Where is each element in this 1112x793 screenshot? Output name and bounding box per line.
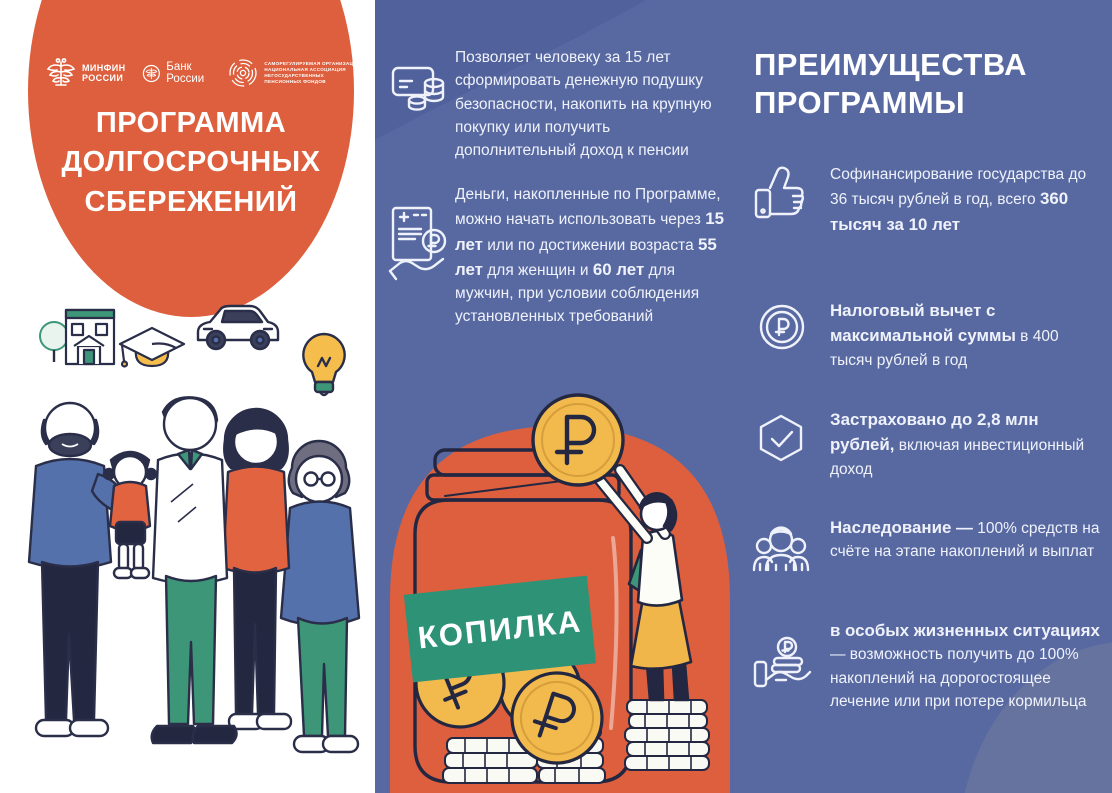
piggy-bank-scene: КОПИЛКА [390, 393, 730, 793]
thumb-up-icon [754, 166, 804, 219]
graduation-cap-icon [118, 326, 186, 368]
bank-russia-emblem-icon [142, 64, 160, 82]
benefit-item-5: в особых жизненных ситуациях — возможнос… [830, 621, 1100, 710]
about-block-1: Позволяет человеку за 15 лет сформироват… [455, 49, 712, 159]
grandfather-figure [27, 401, 129, 738]
logo-row: МИНФИН РОССИИ Банк России [46, 50, 360, 96]
minfin-logo: МИНФИН РОССИИ [46, 57, 126, 89]
insurance-check-icon [759, 414, 803, 462]
benefit-item-1: Софинансирование государства до 36 тысяч… [830, 166, 1087, 234]
program-title: ПРОГРАММА ДОЛГОСРОЧНЫХ СБЕРЕЖЕНИЙ [61, 107, 321, 218]
card-and-coins-icon [391, 66, 445, 111]
benefit-item-4: Наследование — 100% средств на счёте на … [830, 518, 1100, 561]
napf-logo: САМОРЕГУЛИРУЕМАЯ ОРГАНИЗАЦИЯ НАЦИОНАЛЬНА… [228, 58, 360, 88]
hand-savings-icon [753, 636, 812, 688]
napf-rings-icon [229, 59, 258, 87]
goals-row [34, 288, 354, 408]
mother-figure [221, 407, 293, 731]
family-illustration [27, 396, 361, 754]
house-icon [39, 308, 116, 366]
benefit-item-2: Налоговый вычет с максимальной суммы в 4… [830, 301, 1059, 369]
minfin-logo-label: МИНФИН РОССИИ [82, 62, 126, 83]
benefit-item-3: Застраховано до 2,8 млн рублей, включая … [830, 410, 1085, 478]
father-figure [150, 396, 238, 745]
gold-coin-front [510, 671, 604, 765]
lifted-ruble-coin [531, 393, 625, 487]
woman-figure [592, 464, 693, 702]
benefits-heading: ПРЕИМУЩЕСТВА ПРОГРАММЫ [754, 47, 1028, 121]
lightbulb-icon [302, 332, 346, 397]
bank-russia-logo-label: Банк России [166, 61, 205, 85]
child-figure [102, 450, 158, 580]
left-panel: МИНФИН РОССИИ Банк России [0, 0, 375, 793]
grandmother-figure [279, 439, 361, 754]
about-block-2: Деньги, накопленные по Программе, можно … [455, 186, 724, 326]
car-icon [196, 304, 280, 351]
piggy-label: КОПИЛКА [403, 575, 596, 683]
napf-logo-label: САМОРЕГУЛИРУЕМАЯ ОРГАНИЗАЦИЯ НАЦИОНАЛЬНА… [264, 61, 361, 84]
family-group-icon [752, 526, 810, 572]
contract-hand-icon [388, 206, 447, 281]
minfin-eagle-icon [46, 58, 76, 86]
ruble-coin-icon [759, 304, 805, 350]
woman-coin-stack [624, 699, 710, 771]
bank-russia-logo: Банк России [142, 60, 213, 87]
